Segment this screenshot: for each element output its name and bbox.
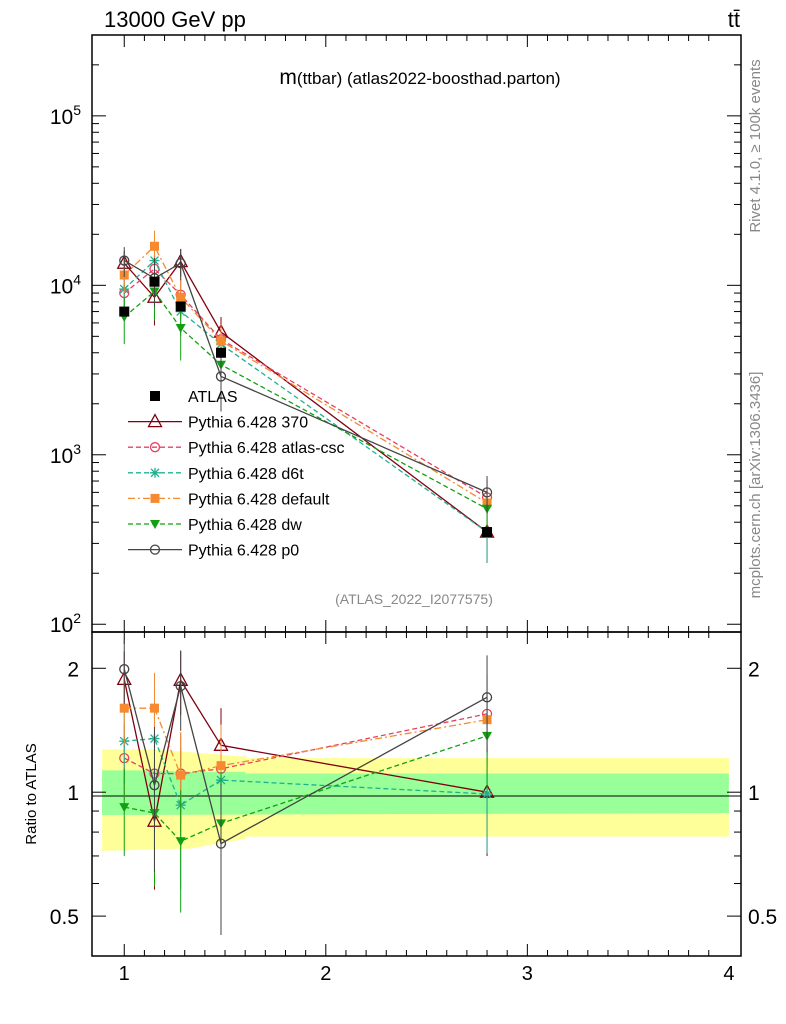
- ratio-line: [124, 735, 488, 843]
- legend-label: Pythia 6.428 p0: [188, 543, 299, 560]
- y-tick-label: 104: [50, 271, 81, 298]
- ratio-frame: [91, 631, 742, 957]
- marker-stroke: [482, 789, 492, 799]
- series-line: [123, 245, 488, 504]
- legend-label: Pythia 6.428 dw: [188, 517, 302, 534]
- series-pythia-6-428-default: [119, 230, 492, 526]
- data-point: [481, 487, 493, 498]
- series-pythia-6-428-d6t: [119, 244, 493, 563]
- ratio-line: [124, 737, 488, 807]
- legend-label: ATLAS: [188, 389, 238, 406]
- ratio-point: [175, 680, 186, 692]
- ratio-series-pythia-6-428-p0: [119, 640, 493, 935]
- ratio-point: [176, 770, 186, 780]
- legend-marker: [149, 442, 161, 453]
- data-point: [175, 323, 186, 333]
- plot-title-prefix: m: [279, 66, 297, 89]
- analysis-id: (ATLAS_2022_I2077575): [335, 591, 493, 607]
- ratio-point: [149, 780, 160, 791]
- legend-marker: [150, 520, 160, 529]
- data-point: [176, 292, 186, 302]
- ratio-point: [119, 664, 130, 675]
- legend: ATLAS Pythia 6.428 370 Pythia 6.428 atlas-…: [128, 389, 345, 560]
- legend-label: Pythia 6.428 default: [188, 491, 330, 508]
- legend-label: Pythia 6.428 d6t: [188, 466, 304, 483]
- energy-label: 13000 GeV pp: [104, 7, 246, 32]
- ratio-axis-label: Ratio to ATLAS: [23, 743, 40, 844]
- legend-item: Pythia 6.428 370: [128, 413, 308, 432]
- ratio-tick-label-left: 1: [67, 782, 79, 805]
- data-point: [149, 241, 159, 251]
- y-tick-label: 102: [50, 610, 81, 637]
- data-point: [119, 255, 130, 266]
- axes-ticks: 1 2 3 4 102 103 104 105 0.5 0.5 1 1 2 2: [50, 34, 777, 985]
- legend-item: Pythia 6.428 default: [128, 491, 330, 508]
- ratio-point: [215, 838, 227, 849]
- data-point: [215, 371, 227, 382]
- marker-stroke: [150, 468, 160, 478]
- ratio-point: [119, 703, 129, 713]
- ratio-tick-label-right: 0.5: [748, 906, 777, 929]
- series-pythia-6-428-atlas-csc: [119, 250, 493, 521]
- legend-label: Pythia 6.428 370: [188, 415, 308, 432]
- ratio-point: [175, 837, 186, 847]
- legend-marker: [147, 413, 163, 428]
- ratio-tick-label-left: 2: [67, 658, 79, 681]
- plot-title: m(ttbar) (atlas2022-boosthad.parton): [279, 66, 560, 89]
- ratio-line: [124, 707, 488, 776]
- process-label: tt̄: [728, 7, 740, 32]
- x-tick-label: 1: [119, 963, 130, 985]
- mcplots-label: mcplots.cern.ch [arXiv:1306.3436]: [747, 372, 764, 599]
- series-pythia-6-428-p0: [119, 247, 493, 514]
- ratio-uncertainty-bands: [102, 749, 729, 851]
- ratio-point: [482, 788, 493, 799]
- legend-label: Pythia 6.428 atlas-csc: [188, 440, 345, 457]
- ratio-point: [149, 703, 159, 713]
- atlas-point: [215, 347, 226, 358]
- legend-marker: [150, 391, 160, 401]
- atlas-point: [119, 306, 130, 317]
- legend-item: Pythia 6.428 atlas-csc: [128, 440, 345, 457]
- legend-item: ATLAS: [150, 389, 238, 406]
- x-tick-label: 2: [320, 963, 331, 985]
- legend-item: Pythia 6.428 dw: [128, 517, 302, 534]
- ratio-band-inner: [102, 770, 729, 816]
- data-point: [175, 258, 186, 269]
- y-tick-label: 103: [50, 441, 81, 468]
- legend-item: Pythia 6.428 p0: [128, 543, 299, 560]
- series-atlas: [119, 276, 493, 538]
- atlas-point: [149, 276, 160, 287]
- ratio-point: [216, 761, 226, 771]
- ratio-tick-label-right: 2: [748, 658, 760, 681]
- x-tick-label: 4: [723, 963, 734, 985]
- y-tick-label: 105: [50, 102, 81, 129]
- ratio-point: [119, 803, 130, 813]
- rivet-version-label: Rivet 4.1.0, ≥ 100k events: [747, 59, 764, 232]
- ratio-tick-label-left: 0.5: [50, 906, 79, 929]
- ratio-point: [481, 692, 493, 703]
- legend-marker: [150, 493, 160, 503]
- series-pythia-6-428-370: [116, 248, 495, 563]
- plot-title-rest: (ttbar) (atlas2022-boosthad.parton): [297, 69, 561, 88]
- legend-item: Pythia 6.428 d6t: [128, 466, 304, 483]
- ratio-tick-label-right: 1: [748, 782, 760, 805]
- legend-marker: [150, 467, 160, 478]
- legend-marker: [149, 544, 161, 555]
- atlas-point: [482, 527, 493, 538]
- x-tick-label: 3: [522, 963, 533, 985]
- data-point: [216, 336, 226, 346]
- series-layer: [116, 230, 495, 935]
- atlas-point: [175, 301, 186, 312]
